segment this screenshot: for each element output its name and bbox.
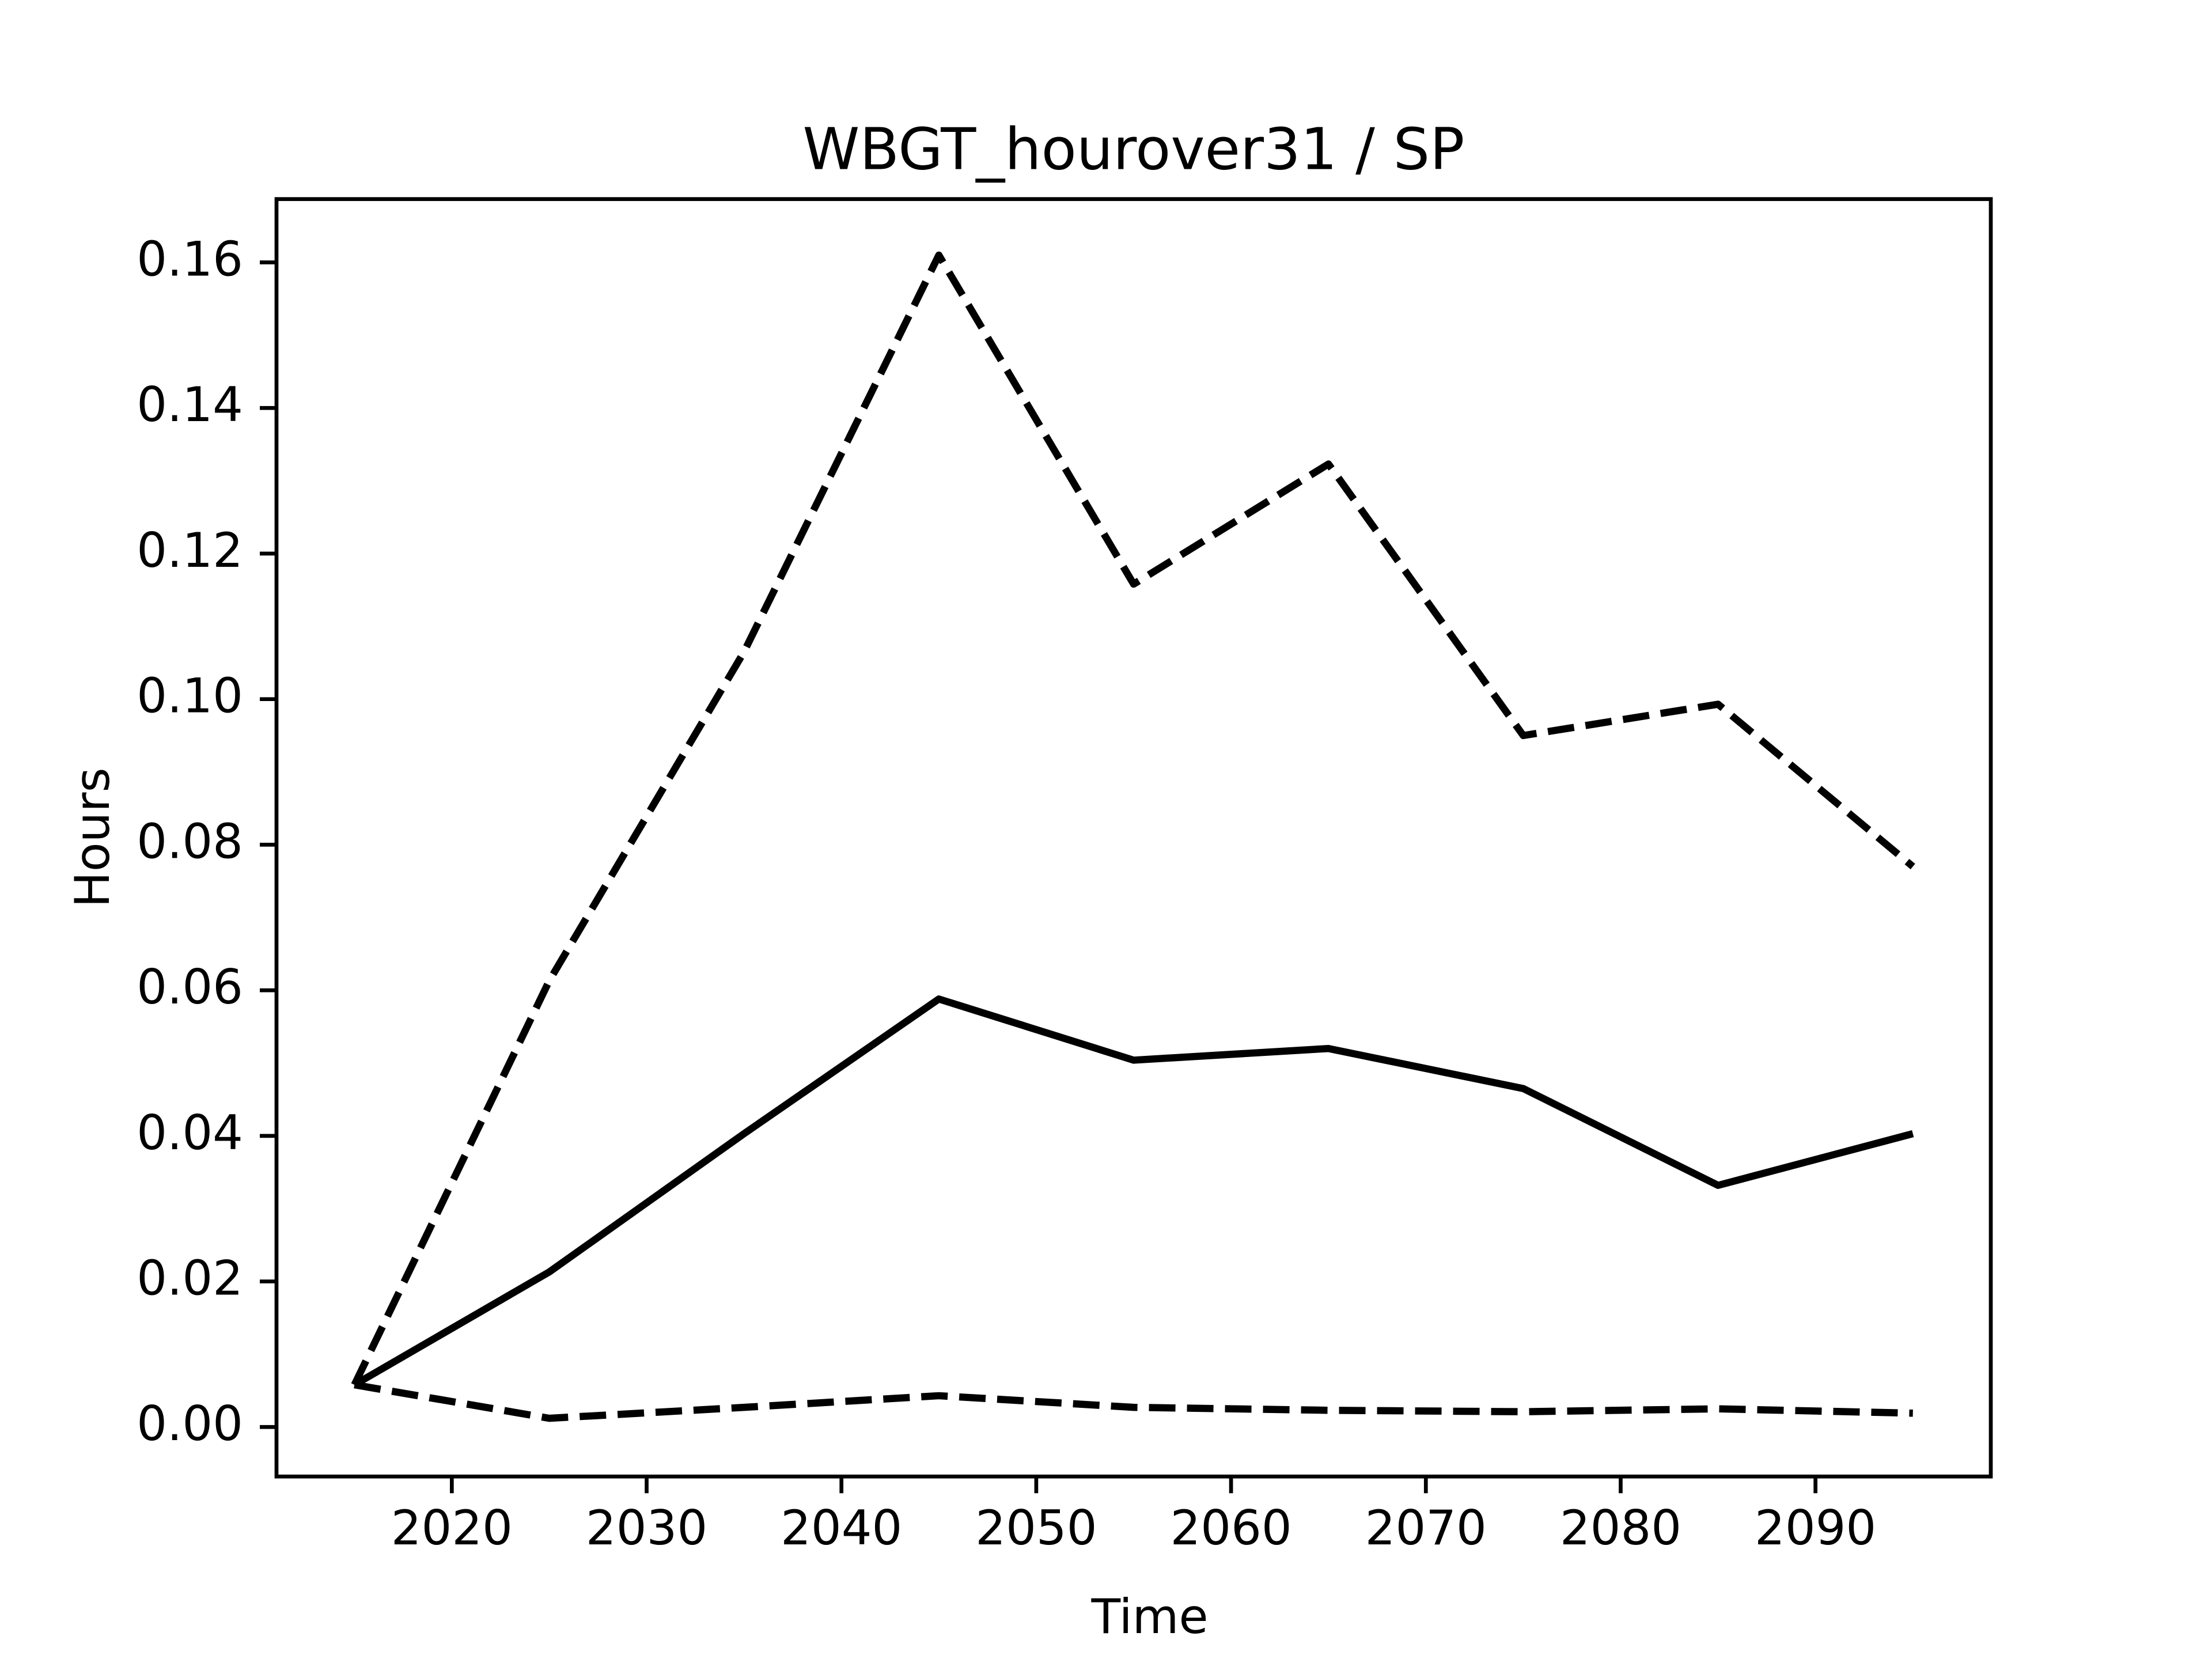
line-series (353, 995, 1914, 1388)
x-tick-label: 2060 (1170, 1500, 1291, 1556)
y-tick-label: 0.00 (137, 1396, 243, 1452)
x-tick-label: 2030 (586, 1500, 707, 1556)
axes-frame (274, 197, 1993, 1479)
y-tick-label: 0.06 (137, 959, 243, 1015)
x-tick-label: 2020 (391, 1500, 513, 1556)
x-tick-label: 2050 (975, 1500, 1097, 1556)
x-axis-label: Time (1090, 1589, 1208, 1645)
y-tick-label: 0.08 (137, 813, 243, 869)
line-series (354, 1381, 1913, 1422)
x-tick-label: 2090 (1755, 1500, 1876, 1556)
x-tick-label: 2080 (1560, 1500, 1681, 1556)
x-tick-label: 2040 (781, 1500, 902, 1556)
y-tick-label: 0.04 (137, 1105, 243, 1161)
y-axis-label: Hours (65, 767, 120, 907)
y-tick-label: 0.02 (137, 1250, 243, 1306)
y-tick-label: 0.16 (137, 231, 243, 287)
line-series (351, 251, 1915, 1387)
y-tick-label: 0.10 (137, 668, 243, 724)
y-tick-label: 0.14 (137, 377, 243, 433)
y-tick-label: 0.12 (137, 522, 243, 578)
x-tick-label: 2070 (1365, 1500, 1487, 1556)
chart-title: WBGT_hourover31 / SP (803, 115, 1465, 183)
